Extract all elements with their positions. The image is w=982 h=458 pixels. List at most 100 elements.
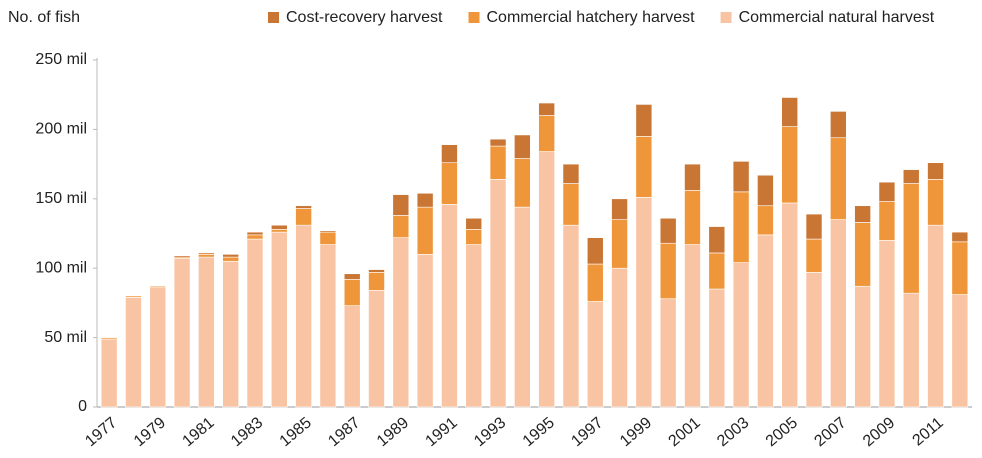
bar-segment [611, 198, 628, 220]
bar-segment [246, 238, 264, 408]
bar-segment [878, 181, 896, 202]
x-tick-label: 1985 [277, 414, 315, 450]
bar-segment [757, 234, 774, 408]
bar-segment [198, 256, 215, 408]
bar-segment [416, 254, 434, 408]
x-tick-label: 2009 [860, 414, 898, 450]
bar-segment [708, 226, 726, 254]
bar-segment [830, 111, 847, 139]
bar-segment [854, 222, 871, 287]
bar-segment [830, 137, 847, 220]
bar-segment [805, 272, 823, 408]
bar-segment [416, 206, 434, 255]
legend-swatch [468, 12, 480, 23]
bar-segment [319, 244, 337, 408]
bar-segment [781, 97, 799, 127]
bar-segment [586, 263, 604, 302]
bar-segment [246, 231, 264, 236]
legend-swatch [720, 12, 732, 23]
bar-segment [611, 267, 628, 408]
x-tick-label: 1993 [471, 414, 509, 450]
bar-segment [489, 179, 507, 408]
bar-segment [586, 237, 604, 265]
legend-label: Commercial hatchery harvest [487, 9, 696, 26]
bar-segment [805, 238, 823, 273]
bar-segment [854, 285, 871, 408]
bar-segment [635, 197, 653, 408]
legend-label: Cost-recovery harvest [286, 9, 443, 26]
bar-segment [951, 294, 969, 408]
bar-segment [708, 288, 726, 408]
bar-segment [854, 205, 871, 223]
x-tick-label: 1995 [520, 414, 558, 450]
bar-segment [441, 162, 458, 205]
x-tick-label: 1991 [423, 414, 461, 450]
bar-segment [927, 179, 944, 226]
bar-segment [514, 134, 531, 159]
bar-segment [781, 202, 799, 408]
bar-segment [562, 183, 580, 226]
bar-segment [757, 174, 774, 207]
bar-segment [173, 258, 191, 408]
bar-segment [198, 254, 215, 258]
bar-segment [635, 136, 653, 198]
bar-segment [270, 224, 288, 230]
bar-segment [927, 162, 944, 180]
bar-segment [878, 240, 896, 408]
y-tick-label: 0 [78, 398, 87, 415]
y-tick-label: 100 mil [35, 259, 87, 276]
bar-segment [441, 204, 458, 408]
bar-segment [757, 205, 774, 236]
bar-segment [708, 252, 726, 290]
bar-segment [732, 161, 750, 193]
bar-segment [878, 201, 896, 241]
x-tick-label: 1981 [179, 414, 217, 450]
bar-segment [781, 126, 799, 204]
bar-segment [635, 104, 653, 137]
y-tick-label: 50 mil [44, 329, 87, 346]
bar-segment [125, 295, 142, 298]
x-tick-label: 1997 [568, 414, 606, 450]
bar-segment [732, 262, 750, 408]
bar-segment [368, 272, 385, 291]
bar-segment [951, 241, 969, 295]
bar-segment [659, 298, 677, 408]
bar-segment [392, 237, 410, 408]
bar-segment [368, 290, 385, 408]
bar-segment [489, 138, 507, 147]
bar-segment [198, 252, 215, 255]
bar-segment [222, 254, 239, 258]
bar-segment [684, 163, 701, 191]
bar-segment [343, 305, 361, 408]
bar-segment [562, 163, 580, 184]
bar-segment [441, 144, 458, 164]
bar-segment [465, 229, 483, 245]
bar-segment [611, 219, 628, 269]
bar-segment [392, 215, 410, 238]
bar-segment [732, 191, 750, 263]
bar-segment [246, 234, 264, 240]
bar-segment [805, 213, 823, 240]
bar-segment [684, 190, 701, 245]
x-tick-label: 1977 [82, 414, 120, 450]
y-tick-label: 200 mil [35, 121, 87, 138]
y-tick-label: 150 mil [35, 190, 87, 207]
x-tick-label: 1989 [374, 414, 412, 450]
bar-segment [173, 255, 191, 258]
bar-segment [902, 292, 920, 408]
legend-label: Commercial natural harvest [739, 9, 935, 26]
bar-segment [343, 279, 361, 306]
x-tick-label: 1983 [228, 414, 266, 450]
bar-segment [659, 242, 677, 300]
bar-segment [270, 231, 288, 408]
bar-segment [514, 206, 531, 408]
bar-segment [222, 260, 239, 408]
bar-segment [149, 287, 167, 408]
bar-segment [684, 244, 701, 408]
bar-segment [100, 337, 118, 340]
bar-segment [951, 231, 969, 243]
bar-segment [270, 229, 288, 233]
y-axis-label: No. of fish [8, 9, 80, 26]
bar-segment [465, 244, 483, 408]
